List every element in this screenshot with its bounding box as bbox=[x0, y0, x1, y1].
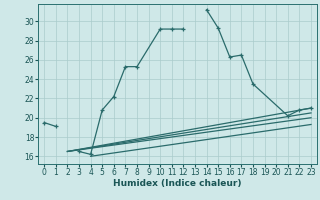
X-axis label: Humidex (Indice chaleur): Humidex (Indice chaleur) bbox=[113, 179, 242, 188]
